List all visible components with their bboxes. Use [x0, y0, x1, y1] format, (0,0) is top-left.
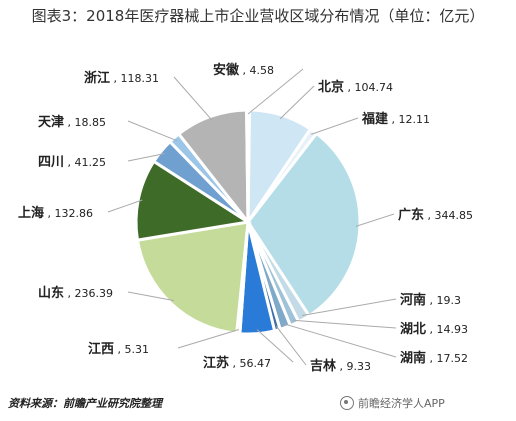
- slice-label-name-3: 河南: [400, 292, 426, 308]
- slice-label-value-12: , 18.85: [64, 116, 106, 129]
- slice-label-5: 湖南 , 17.52: [400, 350, 468, 366]
- slice-label-value-9: , 236.39: [64, 287, 113, 300]
- slice-label-value-2: , 344.85: [424, 209, 473, 222]
- slice-labels: 北京 , 104.74 福建 , 12.11 广东 , 344.85 河南 , 19.…: [18, 62, 473, 374]
- leader-line-5: [283, 323, 397, 358]
- slice-label-name-1: 福建: [361, 111, 388, 127]
- camera-icon: [340, 396, 354, 410]
- slice-label-8: 江西 , 5.31: [88, 341, 149, 357]
- slice-label-value-4: , 14.93: [426, 323, 468, 336]
- pie-slice-2: [246, 131, 362, 318]
- leader-line-4: [292, 319, 397, 329]
- slice-label-13: 浙江 , 118.31: [84, 70, 159, 86]
- leader-lines: [107, 68, 397, 366]
- leader-line-3: [301, 298, 397, 316]
- source-note: 资料来源：前瞻产业研究院整理: [8, 397, 162, 410]
- slice-label-value-0: , 104.74: [344, 81, 393, 94]
- slice-label-11: 四川 , 41.25: [38, 155, 106, 170]
- leader-line-9: [127, 291, 175, 302]
- slice-label-value-5: , 17.52: [426, 352, 468, 365]
- slice-label-name-11: 四川: [38, 155, 64, 170]
- slice-label-name-8: 江西: [88, 341, 114, 357]
- leader-line-13: [173, 76, 213, 121]
- watermark-text: 前瞻经济学人APP: [358, 397, 445, 410]
- slice-label-value-10: , 132.86: [44, 207, 93, 220]
- pie-slices: [134, 108, 362, 336]
- slice-label-name-12: 天津: [38, 114, 64, 130]
- slice-label-name-7: 江苏: [203, 355, 229, 371]
- slice-label-3: 河南 , 19.3: [400, 292, 461, 308]
- slice-label-name-6: 吉林: [310, 358, 336, 374]
- pie-slice-10: [134, 159, 253, 242]
- slice-label-1: 福建 , 12.11: [361, 111, 430, 127]
- slice-label-value-3: , 19.3: [426, 294, 461, 307]
- slice-label-value-6: , 9.33: [336, 360, 371, 373]
- slice-label-value-11: , 41.25: [64, 156, 106, 169]
- leader-line-11: [127, 153, 165, 162]
- leader-line-10: [107, 199, 143, 213]
- slice-label-2: 广东 , 344.85: [398, 207, 473, 223]
- slice-label-9: 山东 , 236.39: [38, 285, 113, 301]
- pie-slice-14: [245, 108, 251, 223]
- slice-label-name-2: 广东: [398, 207, 424, 223]
- slice-label-value-8: , 5.31: [114, 343, 149, 356]
- slice-label-name-5: 湖南: [400, 350, 426, 366]
- leader-line-0: [279, 85, 315, 120]
- slice-label-14: 安徽 , 4.58: [213, 62, 274, 78]
- chart-title: 图表3：2018年医疗器械上市企业营收区域分布情况（单位：亿元）: [31, 7, 485, 25]
- slice-label-10: 上海 , 132.86: [18, 205, 93, 221]
- pie-slice-9: [135, 220, 250, 336]
- slice-label-name-14: 安徽: [213, 62, 240, 78]
- slice-label-name-0: 北京: [318, 79, 344, 95]
- slice-label-name-10: 上海: [18, 205, 44, 221]
- leader-line-12: [127, 120, 178, 142]
- slice-label-name-13: 浙江: [84, 70, 110, 86]
- leader-line-6: [275, 325, 307, 366]
- slice-label-value-14: , 4.58: [239, 64, 274, 77]
- slice-label-value-1: , 12.11: [388, 113, 430, 126]
- leader-line-8: [177, 329, 239, 349]
- watermark: 前瞻经济学人APP: [340, 395, 445, 411]
- leader-line-2: [355, 213, 395, 227]
- slice-label-12: 天津 , 18.85: [38, 114, 106, 130]
- slice-label-6: 吉林 , 9.33: [310, 358, 371, 374]
- slice-label-name-4: 湖北: [400, 322, 426, 337]
- leader-line-1: [311, 117, 359, 135]
- slice-label-4: 湖北 , 14.93: [400, 322, 468, 337]
- slice-label-name-9: 山东: [38, 285, 64, 301]
- slice-label-value-7: , 56.47: [229, 357, 271, 370]
- slice-label-value-13: , 118.31: [110, 72, 159, 85]
- slice-label-0: 北京 , 104.74: [318, 79, 393, 95]
- leader-line-7: [256, 329, 294, 363]
- leader-line-14: [247, 68, 304, 115]
- slice-label-7: 江苏 , 56.47: [203, 355, 271, 371]
